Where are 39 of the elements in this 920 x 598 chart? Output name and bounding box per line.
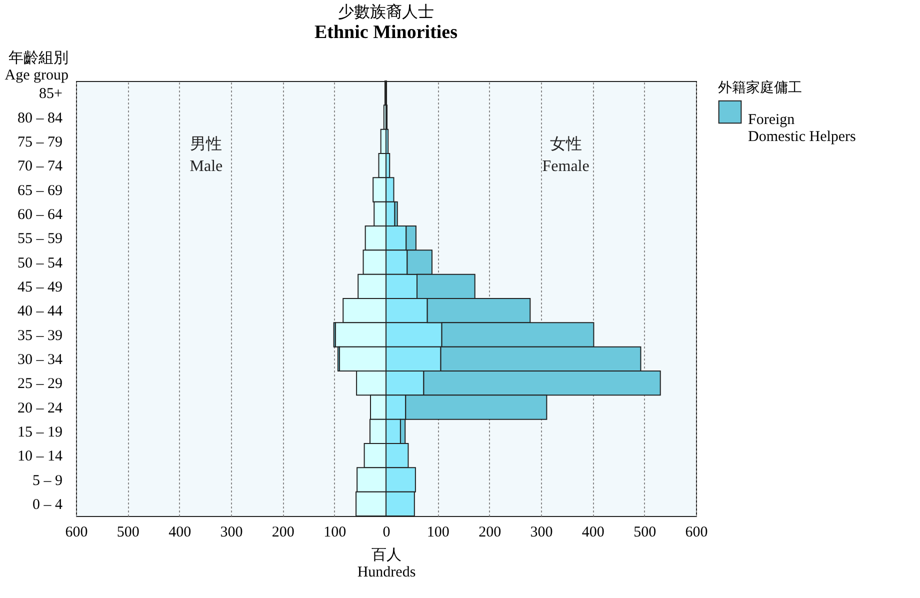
annotation: 男性 Male — [190, 136, 223, 175]
y-tick-label: 20 – 24 — [18, 400, 63, 416]
y-tick-label: 55 – 59 — [18, 231, 62, 248]
x-tick-label: 600 — [65, 524, 88, 540]
y-tick-label: 35 – 39 — [18, 328, 62, 344]
y-tick-label: 80 – 84 — [18, 110, 63, 126]
chart-title: 少數族裔人士 — [338, 3, 434, 21]
x-tick-label: 300 — [220, 524, 243, 540]
legend-title: 外籍家庭傭工 — [718, 80, 802, 96]
x-tick-label: 0 — [382, 524, 390, 540]
y-tick-label: 65 – 69 — [18, 182, 62, 199]
y-tick-label: 15 – 19 — [18, 424, 62, 440]
x-tick-label: 500 — [116, 524, 140, 540]
x-tick-label: 100 — [324, 524, 346, 540]
y-tick-label: 60 – 64 — [18, 206, 63, 223]
y-tick-label: 30 – 34 — [18, 352, 63, 368]
x-tick-label: 300 — [530, 524, 553, 540]
x-tick-label: 200 — [272, 524, 294, 540]
y-axis-title: 年齡組別 Age group — [4, 50, 68, 84]
legend-label: Foreign Domestic Helpers — [748, 112, 856, 145]
y-tick-label: 0 – 4 — [32, 496, 63, 513]
x-axis-title: 百人 Hundreds — [357, 548, 416, 580]
y-tick-label: 25 – 29 — [18, 376, 62, 392]
annotation: 女性 Female — [542, 136, 590, 175]
y-tick-label: 70 – 74 — [18, 158, 63, 175]
y-tick-label: 10 – 14 — [18, 448, 63, 465]
x-tick-label: 100 — [426, 524, 450, 540]
y-tick-label: 75 – 79 — [18, 134, 62, 150]
x-tick-label: 400 — [582, 524, 604, 540]
y-tick-label: 5 – 9 — [32, 472, 62, 489]
y-tick-label: 50 – 54 — [18, 255, 63, 272]
x-tick-label: 500 — [634, 524, 656, 540]
y-tick-label: 45 – 49 — [18, 279, 62, 296]
y-tick-label: 40 – 44 — [18, 304, 63, 320]
x-tick-label: 400 — [168, 524, 192, 540]
y-tick-label: 85+ — [39, 86, 62, 102]
x-tick-label: 600 — [685, 524, 708, 540]
x-tick-label: 200 — [478, 524, 502, 540]
chart-subtitle: Ethnic Minorities — [314, 22, 458, 43]
